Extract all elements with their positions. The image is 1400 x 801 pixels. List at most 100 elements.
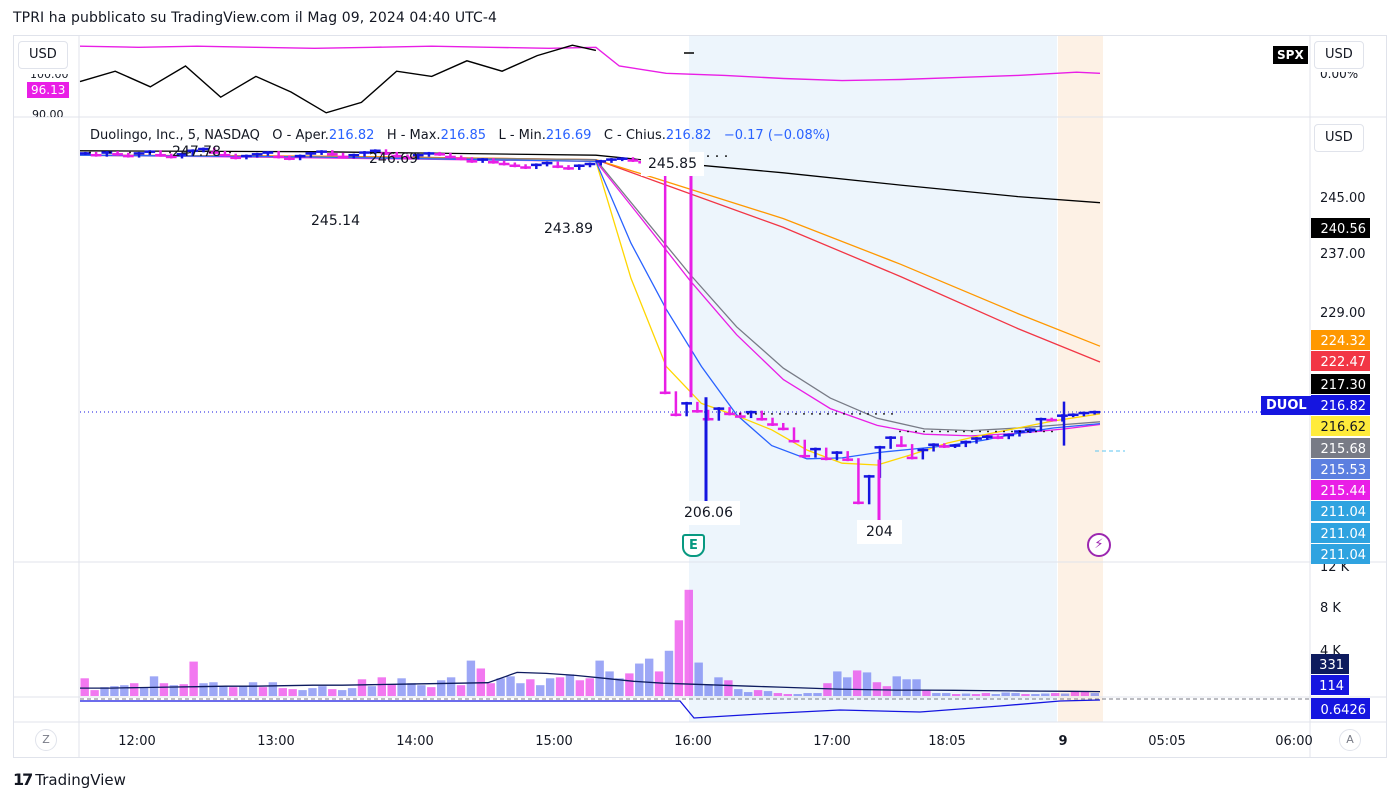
time-axis-zoom-button[interactable]: Z (35, 729, 57, 751)
volume-bar (823, 683, 832, 696)
time-axis-tick-label: 15:00 (535, 734, 572, 749)
post-market-session-shade (689, 36, 1057, 722)
currency-button-top-left[interactable]: USD (18, 41, 68, 69)
volume-bar (189, 661, 198, 696)
sar-dot (1019, 430, 1021, 433)
price-label-badge (1311, 438, 1370, 458)
spx-symbol-badge: SPX (1273, 46, 1308, 64)
volume-bar (526, 679, 535, 696)
sar-dot (939, 430, 941, 433)
moving-average-line-4 (79, 154, 1101, 437)
bottom-indicator-line (80, 699, 1101, 719)
volume-bar (833, 671, 842, 696)
volume-bar (635, 663, 644, 696)
moving-average-line-3 (79, 154, 1101, 432)
volume-bar (149, 676, 159, 696)
volume-bar (367, 686, 377, 696)
legend-close-label: C - Chius. (603, 128, 666, 143)
top-value-badge: 96.13 (27, 82, 70, 98)
time-axis-tick-label: 17:00 (813, 734, 850, 749)
price-label-text: 224.32 (1321, 334, 1367, 349)
price-label-stack: 240.56 224.32 222.47 217.30 216.82 216.62 215.… (1311, 218, 1370, 719)
annotation-low-3: 206.06 (677, 501, 740, 525)
sar-dot (707, 155, 709, 157)
price-label-badge (1311, 480, 1370, 500)
top-series-line-1 (79, 44, 597, 114)
time-axis-tick-label: 18:05 (928, 734, 965, 749)
volume-bar (704, 684, 713, 696)
price-axis-tick-label: 229.00 (1320, 306, 1366, 321)
volume-bar (318, 686, 327, 696)
volume-bar (724, 680, 733, 696)
sar-dot (835, 413, 837, 415)
volume-bar (417, 685, 426, 696)
volume-bar (1060, 693, 1070, 696)
volume-bar (437, 680, 446, 696)
volume-bar (565, 674, 575, 696)
sar-dot (915, 430, 917, 433)
top-right-axis-partial-label: 0.00% (1320, 72, 1359, 80)
volume-bar (80, 678, 89, 696)
sar-dot (755, 413, 757, 415)
price-label-badge (1311, 416, 1370, 436)
volume-bar (743, 692, 753, 696)
volume-bar (347, 688, 357, 696)
time-axis-tick-label: 9 (1058, 734, 1067, 749)
currency-button-top-right[interactable]: USD (1314, 41, 1364, 69)
volume-bar (555, 677, 565, 696)
sar-dot (843, 413, 845, 415)
lightning-icon[interactable]: ⚡ (1087, 533, 1111, 557)
currency-button-main[interactable]: USD (1314, 124, 1364, 152)
volume-bar (971, 694, 981, 696)
volume-bar (872, 682, 882, 696)
top-axis-partial-label-bottom: 90.00 (32, 109, 64, 117)
price-label-text: 222.47 (1321, 355, 1367, 370)
volume-bar (278, 688, 287, 696)
bottom-indicator-value: 0.6426 (1321, 703, 1367, 718)
volume-bar (664, 650, 674, 696)
earnings-marker-icon[interactable]: E (682, 534, 705, 557)
volume-bar (545, 678, 555, 696)
sar-dot (209, 151, 211, 154)
price-label-text: 216.82 (1321, 399, 1367, 414)
sar-dot (1011, 430, 1013, 433)
sar-dot (129, 151, 131, 154)
volume-axis-tick-label: 8 K (1320, 601, 1341, 616)
sar-dot (811, 413, 813, 415)
volume-bar (951, 694, 961, 696)
volume-bar (1001, 692, 1010, 696)
annotation-high-2: 246.69 (369, 151, 418, 167)
published-caption: TPRI ha pubblicato su TradingView.com il… (13, 10, 498, 26)
volume-label-text: 114 (1319, 679, 1344, 694)
sar-dot (995, 430, 997, 433)
tradingview-brand-text: TradingView (35, 770, 126, 789)
volume-bar (892, 676, 901, 696)
volume-bar (763, 691, 773, 696)
sar-dot (819, 413, 821, 415)
volume-bar (209, 682, 218, 696)
volume-bar (852, 670, 862, 696)
volume-bar (328, 689, 337, 696)
sar-dot (795, 413, 797, 415)
sar-dot (779, 413, 781, 415)
sar-dot (891, 413, 893, 415)
volume-bar (130, 683, 139, 696)
sar-dot (1051, 430, 1053, 433)
symbol-legend[interactable]: Duolingo, Inc., 5, NASDAQ O - Aper.216.8… (90, 128, 830, 143)
tradingview-logo[interactable]: 𝟭𝟳 TradingView (13, 770, 126, 789)
volume-bar (803, 693, 812, 696)
sar-dot (716, 155, 718, 157)
price-label-badge (1311, 351, 1370, 371)
volume-bar (169, 685, 179, 696)
sar-dot (803, 413, 805, 415)
auto-scale-button[interactable]: A (1339, 729, 1361, 751)
sar-dot (747, 413, 749, 415)
sar-dot (931, 430, 933, 433)
sar-dot (89, 151, 91, 154)
sar-dot (771, 413, 773, 415)
price-label-badge (1311, 330, 1370, 350)
volume-bar (843, 677, 852, 696)
volume-bar (179, 684, 188, 696)
sar-dot (971, 430, 973, 433)
